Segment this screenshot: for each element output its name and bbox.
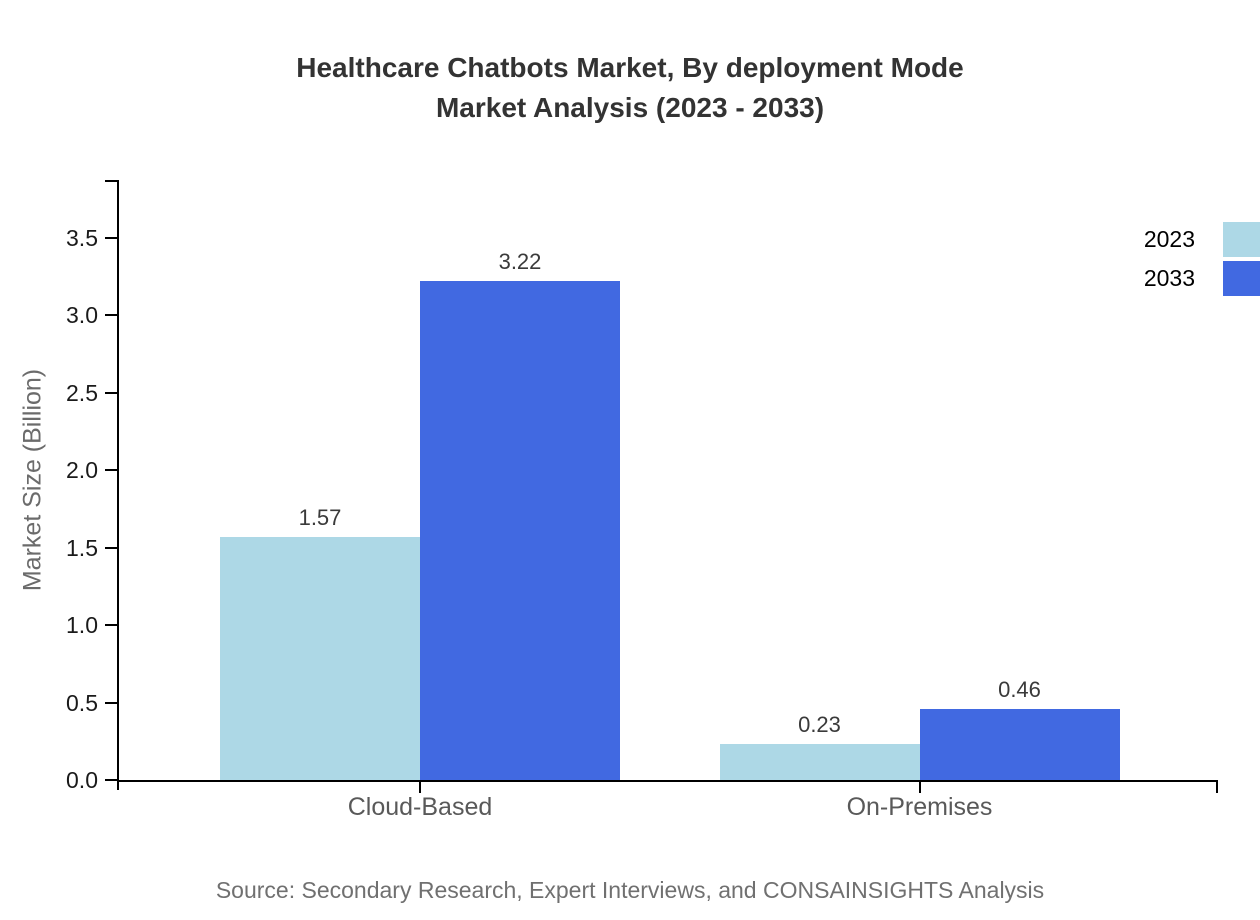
y-tick-mark (105, 624, 117, 626)
legend-item-2033: 2033 (1144, 260, 1260, 296)
y-tick-mark (105, 701, 117, 704)
y-tick-mark (105, 391, 117, 394)
legend-label-2023: 2023 (1143, 225, 1195, 252)
bar-value-label: 0.23 (798, 712, 841, 737)
bar-2033-cloud-based (420, 281, 620, 780)
x-tick-mark (419, 782, 421, 793)
y-tick-mark (105, 546, 117, 549)
bar-value-label: 3.22 (498, 249, 542, 274)
y-tick-mark (105, 314, 117, 316)
y-axis-end-tick (105, 180, 119, 182)
bar-2033-on-premises (919, 709, 1120, 780)
legend-swatch-2023 (1223, 221, 1260, 257)
bar-value-label: 1.57 (298, 505, 342, 530)
y-tick-mark (105, 779, 117, 781)
legend-item-2023: 2023 (1144, 221, 1260, 257)
x-axis-end-tick (1216, 782, 1218, 793)
y-tick-label: 1.0 (66, 612, 98, 638)
x-tick-mark (918, 782, 921, 793)
x-category-label-on-premises: On-Premises (846, 793, 993, 821)
chart-title-line-1: Healthcare Chatbots Market, By deploymen… (296, 52, 964, 83)
source-note: Source: Secondary Research, Expert Inter… (215, 877, 1045, 903)
y-tick-label: 0.0 (66, 767, 98, 793)
bar-2023-cloud-based (220, 537, 420, 780)
y-tick-label: 2.5 (66, 379, 98, 406)
y-tick-label: 3.5 (66, 224, 98, 251)
y-tick-label: 0.5 (66, 689, 98, 716)
bar-value-label: 0.46 (998, 677, 1041, 702)
x-axis-line (118, 780, 1218, 782)
y-tick-mark (105, 469, 117, 471)
y-tick-label: 2.0 (66, 457, 98, 483)
y-axis-line (117, 180, 119, 790)
legend-swatch-2033 (1223, 260, 1260, 296)
x-category-label-cloud-based: Cloud-Based (347, 793, 493, 821)
bar-2023-on-premises (719, 744, 920, 780)
legend-label-2033: 2033 (1143, 264, 1195, 291)
y-tick-mark (105, 236, 117, 239)
chart-title-line-2: Market Analysis (2023 - 2033) (435, 92, 825, 123)
y-tick-label: 3.0 (66, 302, 98, 328)
y-tick-label: 1.5 (66, 534, 98, 561)
